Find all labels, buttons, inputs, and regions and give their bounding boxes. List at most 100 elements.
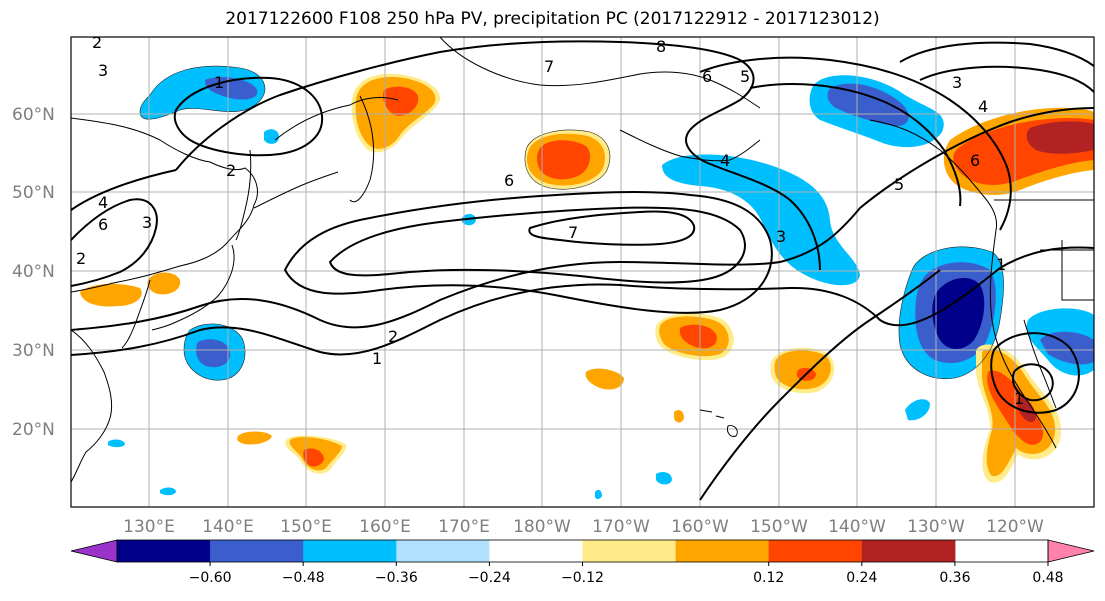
pv-contour-jet-1	[283, 191, 773, 314]
colorbar-tick-label: 0.24	[846, 570, 877, 586]
colorbar-bin	[396, 540, 490, 562]
precip-pos-korea	[80, 283, 142, 307]
contour-labels: 2 3 1 7 8 6 5 3 4 6 5 6 4 6 2 3 1 7 4 3 …	[76, 33, 1024, 408]
pv-contour-kamchatka-low	[173, 76, 324, 157]
coast-asia	[71, 117, 258, 293]
contour-label: 4	[978, 97, 988, 116]
coast-aleutians	[619, 129, 761, 162]
colorbar-tick-label: 0.48	[1032, 570, 1063, 586]
pv-contour-north-1	[175, 40, 821, 271]
precip-pos-central-core	[679, 324, 717, 349]
pv-contour-west	[71, 198, 158, 287]
precip-pos-mexico-dark	[1017, 397, 1036, 422]
precip-outlines	[139, 65, 1004, 381]
contour-label: 1	[996, 255, 1006, 274]
lat-label: 60°N	[12, 105, 55, 125]
colorbar-bin	[582, 540, 677, 562]
pv-contour-outer-1	[71, 246, 1094, 356]
precip-pos-philippine-core	[303, 448, 324, 467]
lat-label: 30°N	[12, 341, 55, 361]
pv-contour-ridge-2	[919, 65, 1094, 93]
colorbar-bin	[303, 540, 397, 562]
contour-label: 2	[92, 33, 102, 52]
precip-neg-small-5	[656, 472, 672, 485]
colorbar-tick-label: −0.12	[561, 570, 604, 586]
colorbar-bin	[489, 540, 583, 562]
precip-neg-small-3	[108, 439, 125, 448]
pv-contours	[71, 40, 1094, 501]
pv-contour-jet-3	[528, 210, 696, 246]
lat-label: 50°N	[12, 183, 55, 203]
coast-china	[71, 329, 113, 483]
lat-label: 20°N	[12, 420, 55, 440]
coast-us-state-b	[1061, 240, 1094, 301]
colorbar-bin	[675, 540, 770, 562]
precip-pos-okhotsk-core	[382, 86, 419, 116]
colorbar-tick-label: −0.60	[189, 570, 232, 586]
map-frame	[70, 36, 1095, 508]
colorbar-tick-label: −0.48	[282, 570, 325, 586]
colorbar-tick-label: −0.24	[468, 570, 511, 586]
coast-baja	[1023, 319, 1057, 409]
coast-bc-usa	[989, 229, 1057, 449]
pv-contour-outer-2	[71, 107, 1094, 331]
precip-neg-small-6	[595, 489, 602, 499]
contour-label: 4	[720, 151, 730, 170]
coastlines	[71, 37, 1094, 483]
precip-neg-small-2	[905, 399, 930, 421]
lon-label: 180°W	[513, 517, 571, 537]
lon-label: 130°E	[123, 517, 175, 537]
colorbar: −0.60 −0.48 −0.36 −0.24 −0.12 0.12 0.24 0.36 0.4…	[70, 539, 1095, 586]
contour-label: 6	[970, 151, 980, 170]
contour-label: 2	[76, 249, 86, 268]
coast-okhotsk	[274, 97, 399, 141]
pv-contour-jet-2	[328, 206, 746, 284]
pv-contour-alaska-trough-2	[749, 83, 962, 207]
contour-label: 5	[894, 175, 904, 194]
pv-contour-cutoff	[990, 332, 1080, 414]
coast-kurils	[253, 171, 339, 209]
pv-contour-north-2	[71, 169, 177, 211]
lon-label: 140°E	[202, 517, 254, 537]
precip-neg-baja-core	[1040, 331, 1094, 365]
contour-label: 8	[656, 37, 666, 56]
precip-pos-small-b	[237, 431, 272, 445]
lon-label: 140°W	[828, 517, 886, 537]
precip-neg-gulf-alaska-core	[827, 83, 909, 126]
coast-alaska	[439, 37, 761, 109]
coast-se-alaska	[869, 119, 998, 231]
map-title: 2017122600 F108 250 hPa PV, precipitatio…	[225, 9, 880, 29]
contour-label: 2	[388, 327, 398, 346]
lon-label: 170°E	[438, 517, 490, 537]
longitude-labels: 130°E 140°E 150°E 160°E 170°E 180°W 170°…	[123, 517, 1044, 537]
coast-japan	[151, 244, 235, 331]
precip-pos-small-c	[674, 410, 684, 423]
colorbar-tick-label: −0.36	[375, 570, 418, 586]
contour-label: 1	[1014, 389, 1024, 408]
contour-label: 5	[740, 67, 750, 86]
contour-label: 6	[504, 171, 514, 190]
colorbar-bin	[861, 540, 956, 562]
precip-neg-small-4	[160, 487, 176, 496]
precip-neg-kuril-small	[264, 129, 279, 144]
lon-label: 130°W	[907, 517, 965, 537]
colorbar-bin	[768, 540, 863, 562]
pv-contour-alaska-trough	[699, 56, 1012, 231]
colorbar-bin	[210, 540, 304, 562]
lon-label: 150°W	[750, 517, 808, 537]
contour-label: 1	[214, 73, 224, 92]
contour-label: 4	[98, 193, 108, 212]
lon-label: 150°E	[280, 517, 332, 537]
precip-neg-west-coast-core	[932, 277, 985, 349]
contour-label: 6	[98, 215, 108, 234]
pv-contour-cutoff-2	[1012, 363, 1054, 402]
lat-label: 40°N	[12, 262, 55, 282]
colorbar-bin	[117, 540, 211, 562]
precip-pos-bc-band-core	[1026, 121, 1094, 154]
latitude-labels: 60°N 50°N 40°N 30°N 20°N	[12, 105, 55, 440]
contour-label: 3	[776, 227, 786, 246]
precip-neg-japan-south-core	[196, 339, 231, 368]
coast-hawaii	[699, 409, 738, 437]
precip-shading	[80, 66, 1094, 499]
